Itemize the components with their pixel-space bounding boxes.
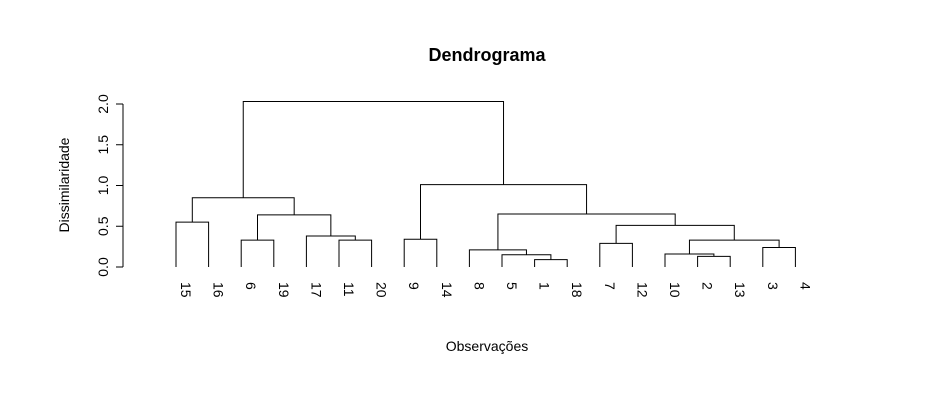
dendrogram-branch bbox=[762, 246, 796, 267]
leaf-label: 20 bbox=[374, 282, 390, 298]
y-axis-label: Dissimilaridade bbox=[56, 137, 72, 232]
dendrogram-branch bbox=[242, 101, 505, 198]
leaf-label: 16 bbox=[211, 282, 227, 298]
dendrogram-branch bbox=[615, 224, 735, 244]
dendrogram-branch bbox=[191, 197, 295, 223]
y-tick-label: 0.0 bbox=[95, 257, 111, 277]
y-axis: 0.0 0.5 1.0 1.5 2.0 bbox=[95, 94, 124, 277]
leaf-label: 4 bbox=[797, 282, 813, 290]
leaf-label: 3 bbox=[765, 282, 781, 290]
leaf-label: 2 bbox=[700, 282, 716, 290]
x-axis-label: Observações bbox=[446, 338, 528, 354]
dendrogram-branch bbox=[468, 249, 527, 267]
y-tick-label: 1.0 bbox=[95, 176, 111, 196]
leaf-label: 17 bbox=[308, 282, 324, 298]
leaf-label: 10 bbox=[667, 282, 683, 298]
chart-title: Dendrograma bbox=[428, 45, 546, 65]
y-tick-label: 1.5 bbox=[95, 135, 111, 155]
y-tick-label: 0.5 bbox=[95, 216, 111, 236]
dendrogram-branch bbox=[175, 221, 210, 267]
leaf-label: 19 bbox=[276, 282, 292, 298]
leaf-labels: 15 16 6 19 17 11 20 9 14 8 5 1 18 7 12 10 2 13 3 4 bbox=[178, 282, 813, 298]
dendrogram-branches bbox=[175, 101, 796, 267]
dendrogram-branch bbox=[240, 239, 275, 267]
leaf-label: 11 bbox=[341, 282, 357, 297]
leaf-label: 1 bbox=[537, 282, 553, 290]
leaf-label: 6 bbox=[243, 282, 259, 290]
leaf-label: 7 bbox=[602, 282, 618, 290]
dendrogram-branch bbox=[697, 255, 731, 267]
dendrogram-branch bbox=[403, 238, 438, 267]
dendrogram-branch bbox=[497, 213, 676, 250]
dendrogram-branch bbox=[501, 254, 552, 267]
leaf-label: 18 bbox=[569, 282, 585, 298]
dendrogram-branch bbox=[338, 239, 373, 267]
dendrogram-branch bbox=[305, 235, 356, 267]
dendrogram-branch bbox=[420, 184, 588, 240]
leaf-label: 8 bbox=[471, 282, 487, 290]
leaf-label: 5 bbox=[504, 282, 520, 290]
leaf-label: 15 bbox=[178, 282, 194, 298]
leaf-label: 14 bbox=[439, 282, 455, 298]
y-tick-label: 2.0 bbox=[95, 94, 111, 114]
dendrogram-branch bbox=[534, 259, 568, 267]
leaf-label: 12 bbox=[634, 282, 650, 298]
leaf-label: 9 bbox=[406, 282, 422, 290]
dendrogram-branch bbox=[599, 242, 633, 267]
leaf-label: 13 bbox=[732, 282, 748, 298]
